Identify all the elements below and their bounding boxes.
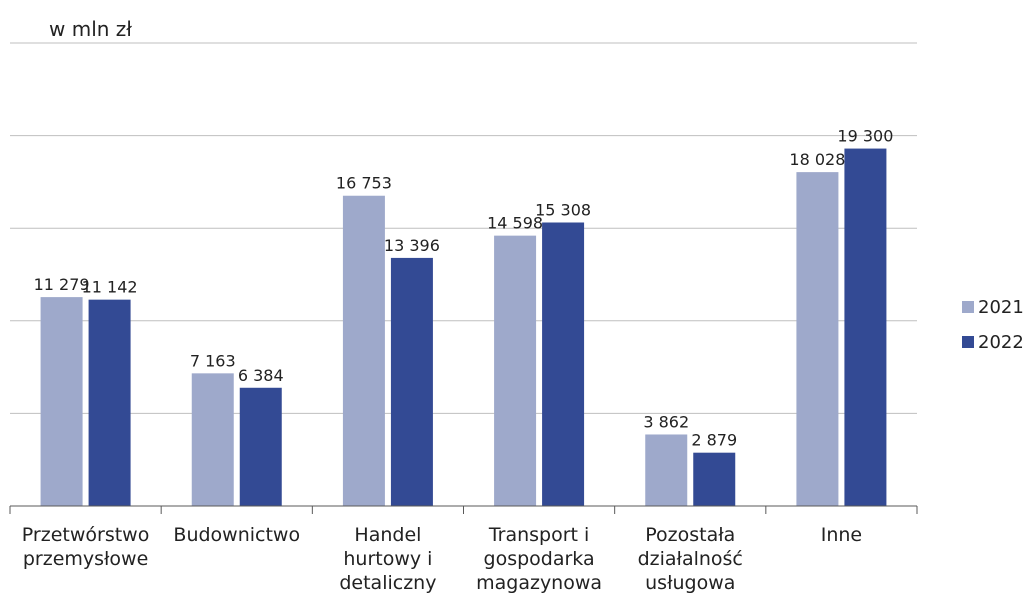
data-label-2021-2: 16 753 bbox=[336, 174, 392, 193]
bar-2021-3 bbox=[494, 235, 537, 507]
category-label-0: Przetwórstwo przemysłowe bbox=[22, 524, 150, 570]
data-label-2021-5: 18 028 bbox=[789, 150, 845, 169]
bar-2022-5 bbox=[844, 148, 887, 506]
bar-2022-1 bbox=[239, 387, 282, 506]
legend-item-2021: 2021 bbox=[962, 296, 1024, 318]
legend-swatch-2022 bbox=[962, 336, 974, 348]
data-label-2022-2: 13 396 bbox=[384, 236, 440, 255]
data-label-2022-3: 15 308 bbox=[535, 200, 591, 219]
gridlines bbox=[10, 42, 917, 414]
data-label-2021-0: 11 279 bbox=[34, 275, 90, 294]
data-label-2022-4: 2 879 bbox=[691, 431, 737, 450]
legend-swatch-2021 bbox=[962, 301, 974, 313]
data-labels: 11 279 7 163 16 753 14 598 3 862 18 028 11 142… bbox=[34, 127, 894, 450]
bars bbox=[40, 148, 887, 507]
bar-2022-0 bbox=[88, 299, 131, 506]
data-label-2021-1: 7 163 bbox=[190, 351, 236, 370]
data-label-2022-1: 6 384 bbox=[238, 366, 284, 385]
bar-2021-0 bbox=[40, 297, 83, 506]
bar-2021-2 bbox=[342, 195, 385, 506]
data-label-2021-3: 14 598 bbox=[487, 214, 543, 233]
data-label-2022-0: 11 142 bbox=[82, 278, 138, 297]
data-label-2021-4: 3 862 bbox=[643, 412, 689, 431]
category-label-2: Handel hurtowy i detaliczny bbox=[339, 524, 436, 594]
bar-2022-3 bbox=[542, 222, 585, 506]
bar-2022-4 bbox=[693, 452, 736, 506]
category-label-5: Inne bbox=[821, 524, 862, 546]
legend-label-2022: 2022 bbox=[978, 331, 1024, 353]
unit-label: w mln zł bbox=[49, 17, 132, 41]
data-label-2022-5: 19 300 bbox=[837, 127, 893, 146]
legend: 2021 2022 bbox=[962, 296, 1024, 366]
category-label-4: Pozostała działalność usługowa bbox=[638, 524, 743, 594]
category-label-3: Transport i gospodarka magazynowa bbox=[476, 524, 602, 594]
legend-label-2021: 2021 bbox=[978, 296, 1024, 318]
category-label-1: Budownictwo bbox=[173, 524, 300, 546]
bar-2021-5 bbox=[796, 172, 839, 506]
bar-2021-1 bbox=[191, 373, 234, 506]
bar-2021-4 bbox=[645, 434, 688, 506]
legend-item-2022: 2022 bbox=[962, 331, 1024, 353]
x-axis: Przetwórstwo przemysłowe Budownictwo Handel… bbox=[9, 505, 918, 594]
bar-2022-2 bbox=[390, 257, 433, 506]
